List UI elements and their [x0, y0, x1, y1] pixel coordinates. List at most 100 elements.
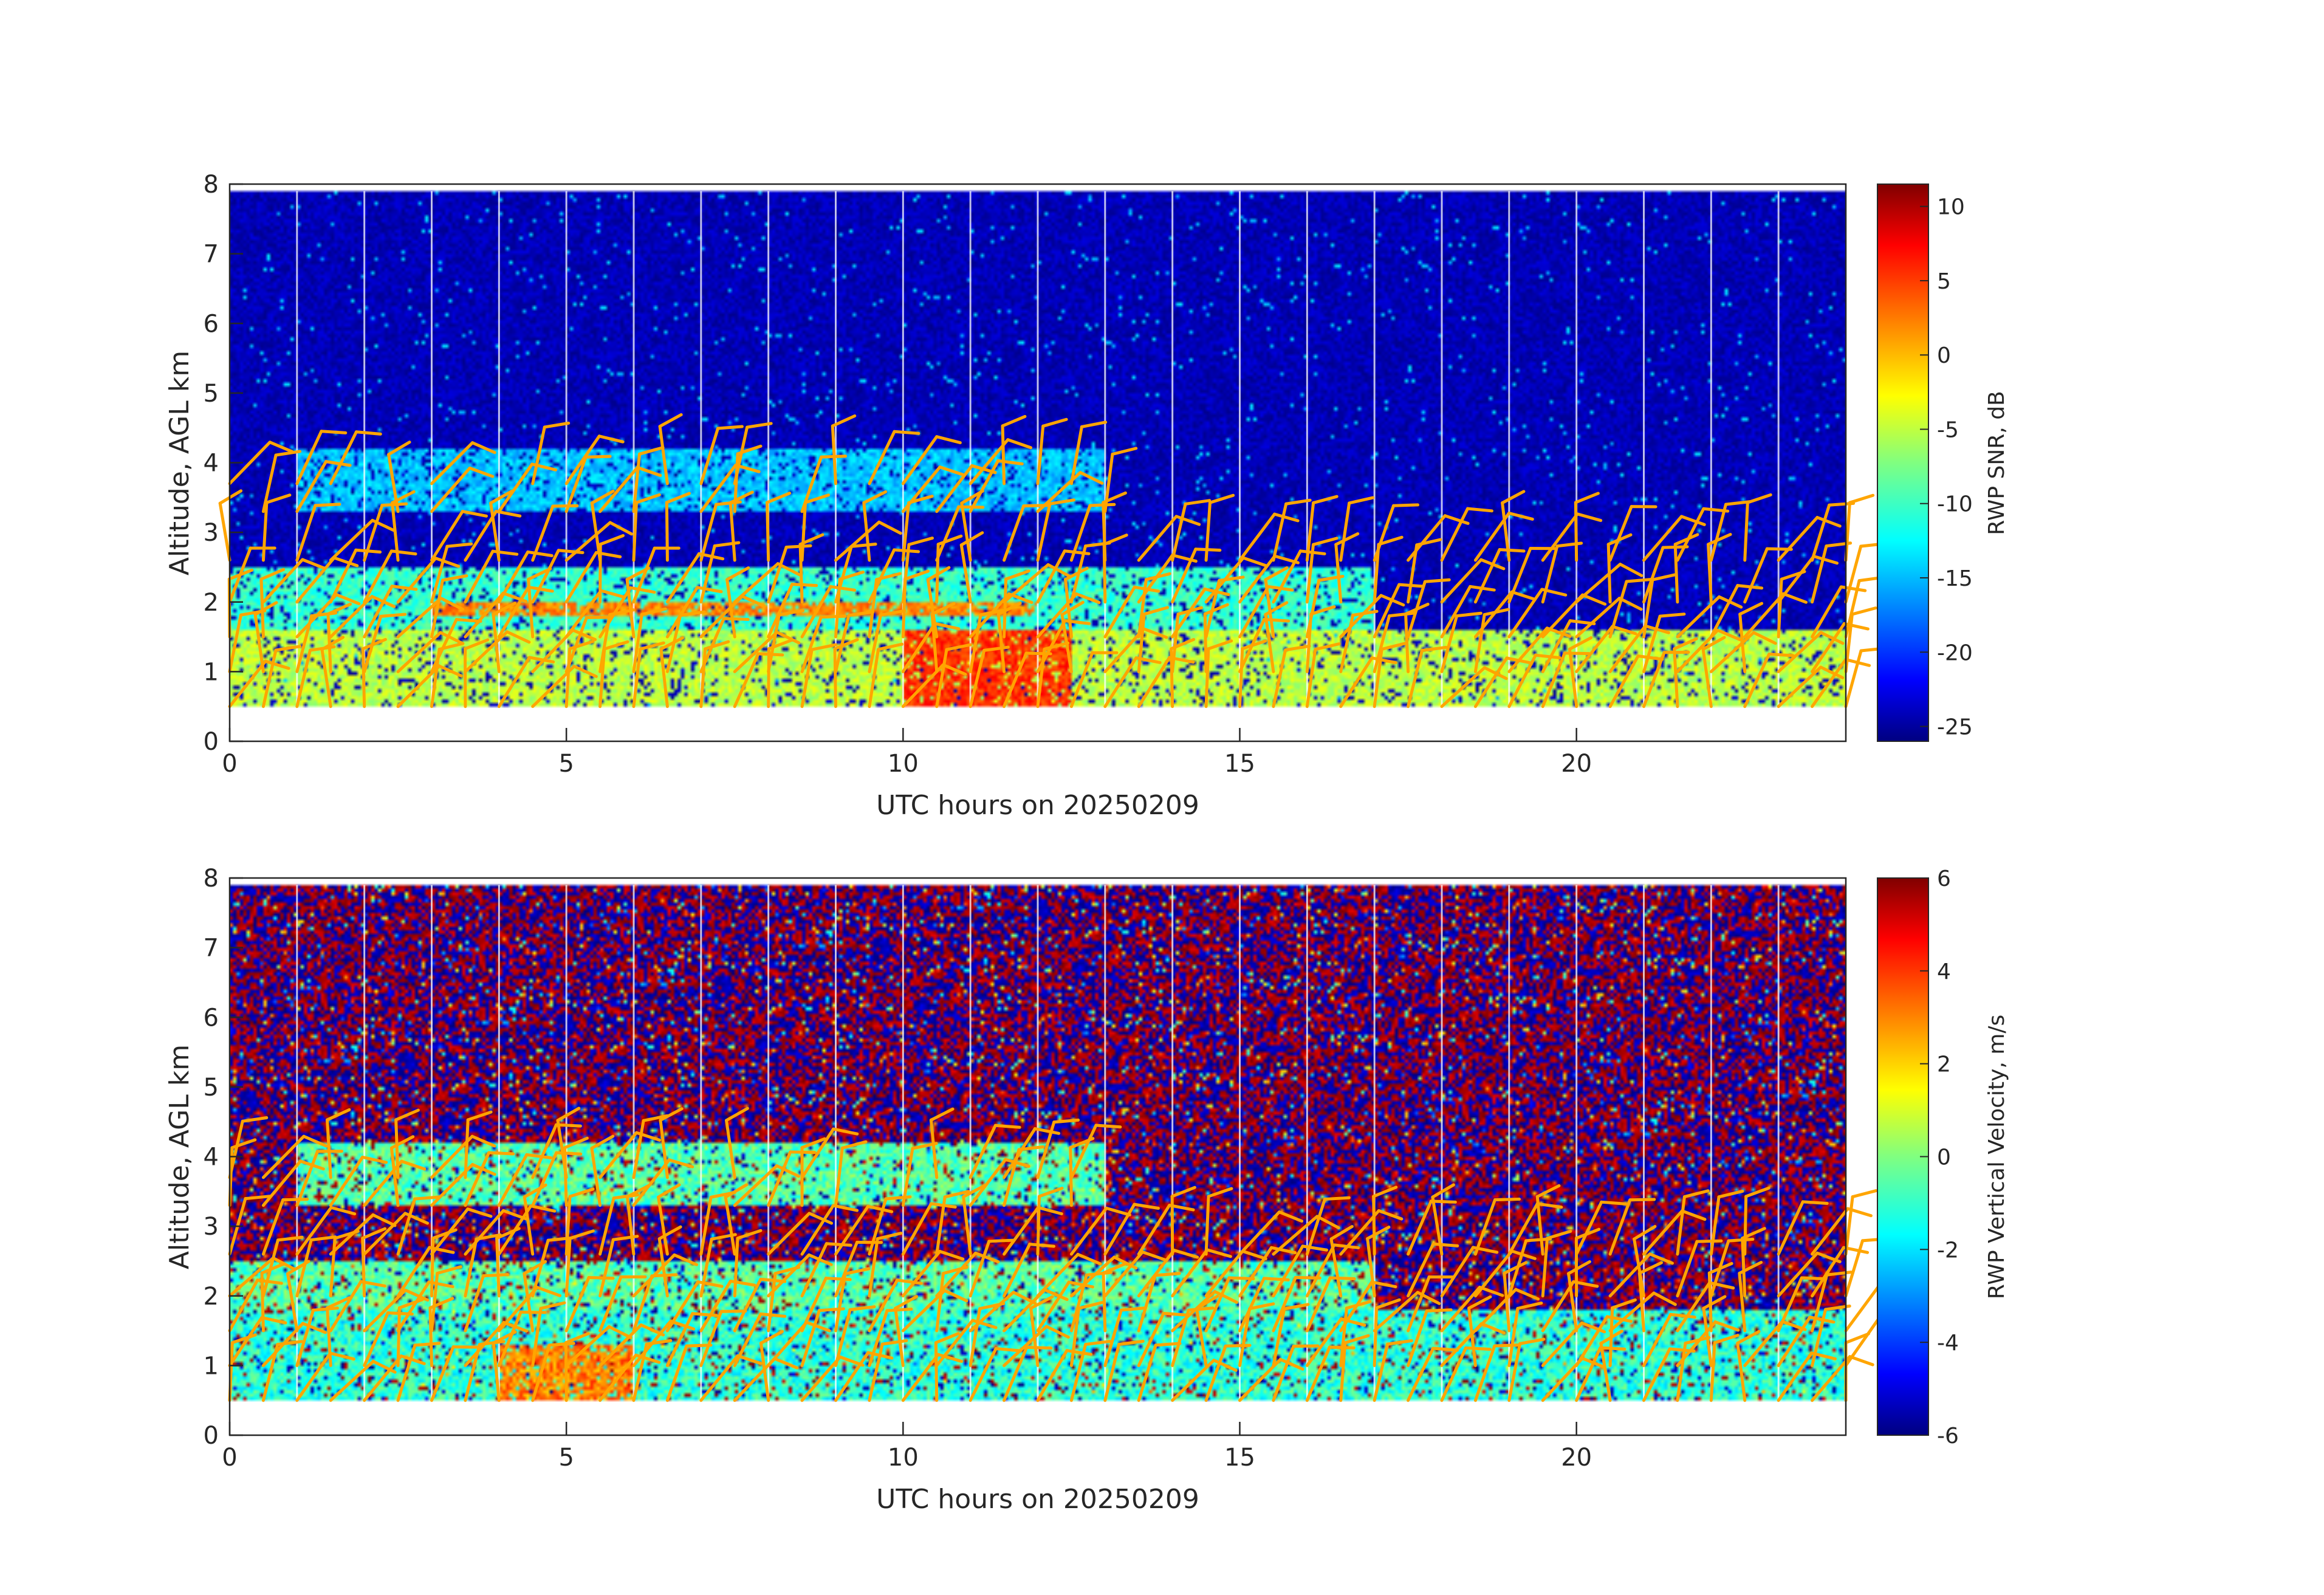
wind-barb-flag	[332, 556, 359, 568]
wind-barb-flag	[1140, 1250, 1167, 1262]
wind-barb	[1777, 1315, 1812, 1367]
wind-barb	[800, 1277, 828, 1333]
wind-barb	[632, 1158, 671, 1207]
wind-barb-flag	[1037, 1206, 1063, 1216]
wind-barb-flag	[1516, 1302, 1543, 1310]
wind-barb	[1701, 648, 1713, 708]
wind-barb-flag	[1162, 1312, 1190, 1317]
wind-barb-flag	[843, 1267, 871, 1275]
wind-barb-flag	[696, 586, 723, 594]
velocity-colorbar-label: RWP Vertical Velocity, m/s	[1984, 1015, 2009, 1300]
wind-barb	[1673, 543, 1679, 604]
wind-barb-flag	[1187, 1306, 1215, 1312]
wind-barb	[1137, 554, 1174, 604]
wind-barb-flag	[1076, 1252, 1102, 1266]
wind-barb	[1608, 654, 1640, 708]
wind-barb-flag	[1184, 499, 1212, 506]
x-tick-label: 5	[558, 1444, 574, 1472]
wind-barb-flag	[1493, 1198, 1521, 1202]
wind-barb	[228, 441, 272, 485]
wind-barb	[1069, 544, 1088, 604]
wind-barb-flag	[880, 1339, 908, 1346]
wind-barb	[1844, 612, 1854, 673]
wind-barb	[659, 647, 669, 708]
wind-barb-flag	[1819, 631, 1845, 645]
wind-barb-flag	[230, 1333, 257, 1345]
wind-barb	[1608, 1198, 1632, 1256]
wind-barb-flag	[1534, 653, 1561, 660]
wind-barb	[767, 545, 788, 604]
wind-barb	[1574, 501, 1578, 562]
wind-barb	[1238, 647, 1244, 708]
wind-barb	[1608, 505, 1633, 562]
wind-barb	[935, 543, 940, 604]
wind-barb-flag	[471, 441, 496, 454]
wind-barb	[295, 430, 323, 485]
wind-barb-flag	[400, 1159, 427, 1171]
wind-barb-flag	[1423, 578, 1451, 583]
wind-barb	[396, 1343, 417, 1402]
wind-barb-flag	[1323, 1196, 1351, 1201]
wind-barb	[926, 578, 939, 639]
wind-barb-flag	[1580, 1321, 1606, 1334]
wind-barb	[1060, 613, 1073, 673]
wind-barb	[996, 612, 1006, 673]
wind-barb	[766, 501, 770, 562]
wind-barb	[295, 1150, 320, 1207]
wind-barb	[800, 585, 832, 639]
wind-barb	[260, 1271, 265, 1333]
wind-barb-flag	[403, 1288, 430, 1302]
wind-barb-flag	[274, 645, 302, 652]
wind-barb-flag	[804, 493, 831, 504]
wind-barb	[1467, 1306, 1477, 1367]
wind-barb	[1440, 507, 1470, 562]
wind-barb	[968, 648, 986, 708]
wind-barb-flag	[1503, 1261, 1528, 1275]
wind-barb	[699, 1195, 713, 1256]
x-tick-label: 15	[1224, 1444, 1255, 1472]
wind-barb	[625, 1195, 636, 1256]
snr-colorbar-ticks: 10 5 0 -5 -10 -15 -20 -25	[1920, 195, 1973, 740]
colorbar-tick-label: -2	[1937, 1238, 1959, 1263]
wind-barb-flag	[840, 1140, 868, 1150]
wind-barb	[1069, 1255, 1116, 1298]
wind-barb	[391, 501, 400, 562]
wind-barb	[1238, 1307, 1252, 1367]
wind-barb	[699, 427, 720, 485]
wind-barb-flag	[598, 533, 625, 546]
wind-barb	[798, 543, 804, 604]
wind-barb-flag	[461, 510, 488, 518]
wind-barb	[1642, 651, 1666, 708]
wind-barb	[1036, 592, 1078, 639]
wind-barb	[261, 558, 304, 604]
wind-barb	[329, 1213, 375, 1256]
wind-barb-flag	[1064, 566, 1089, 581]
wind-barb	[1238, 512, 1277, 562]
wind-barb	[834, 1351, 870, 1402]
wind-barb	[523, 1195, 535, 1256]
y-tick-label: 7	[204, 935, 219, 962]
wind-barb	[295, 1238, 313, 1298]
wind-barb-flag	[1563, 651, 1591, 656]
wind-barb	[1642, 546, 1665, 604]
wind-barb	[1366, 1237, 1376, 1298]
wind-barb-flag	[938, 465, 965, 476]
wind-barb	[1103, 656, 1138, 708]
wind-barb	[968, 1346, 998, 1402]
wind-barb-flag	[1117, 1339, 1145, 1346]
wind-barb	[868, 1237, 879, 1298]
colorbar-tick-label: 2	[1937, 1052, 1951, 1077]
wind-barb-flag	[943, 1190, 970, 1199]
wind-barb	[968, 459, 1000, 513]
wind-barb	[831, 424, 837, 485]
colorbar-tick-label: -5	[1937, 417, 1959, 442]
wind-barb-flag	[877, 520, 902, 535]
wind-barb	[968, 1123, 997, 1179]
wind-barb-flag	[451, 1345, 479, 1349]
wind-barb	[699, 544, 716, 604]
wind-barb-flag	[470, 1134, 496, 1148]
wind-barb	[894, 1306, 905, 1367]
wind-barb-flag	[943, 1289, 968, 1303]
wind-barb	[1171, 547, 1198, 604]
wind-barb-flag	[608, 521, 633, 536]
